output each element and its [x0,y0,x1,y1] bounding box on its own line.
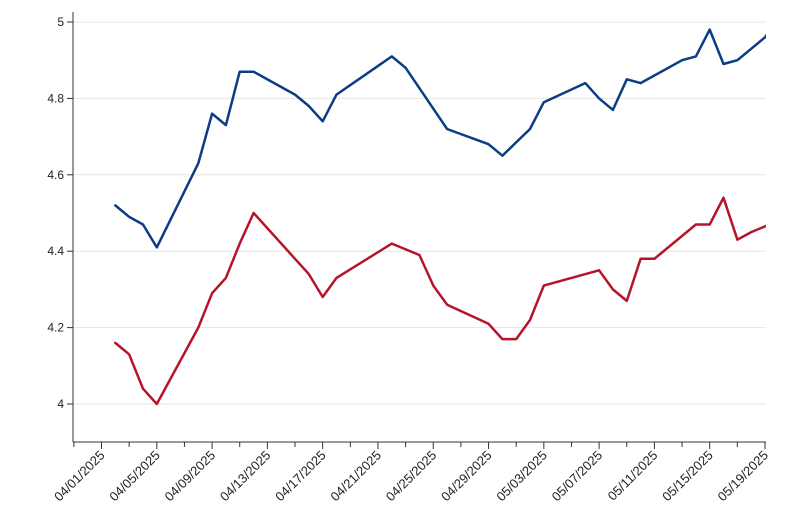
y-tick-label: 4.2 [47,321,64,335]
y-tick-label: 4.4 [47,244,64,258]
x-tick-label: 04/05/2025 [106,448,163,505]
y-tick-label: 4.8 [47,91,64,105]
x-tick-label: 04/17/2025 [272,448,329,505]
x-tick-label: 04/29/2025 [438,448,495,505]
series-line-1 [114,28,766,249]
x-tick-label: 05/19/2025 [714,448,771,505]
y-tick-label: 4.6 [47,168,64,182]
x-tick-label: 04/09/2025 [162,448,219,505]
x-tick-label: 05/11/2025 [605,448,661,504]
x-tick-label: 05/15/2025 [659,448,716,505]
x-tick-label: 04/01/2025 [51,448,108,505]
series-line-2 [114,196,766,406]
y-axis: 4 4.2 4.4 4.6 4.8 5 [47,12,74,442]
gridlines [73,21,766,405]
x-tick-label: 04/13/2025 [217,448,274,505]
x-tick-label: 04/21/2025 [327,448,384,505]
y-tick-label: 4 [57,397,64,411]
x-tick-label: 05/03/2025 [493,448,550,505]
series-lines [114,28,766,406]
y-tick-label: 5 [57,15,64,29]
x-tick-label: 04/25/2025 [383,448,440,505]
x-axis: 04/01/202504/05/202504/09/202504/13/2025… [51,441,771,505]
x-tick-label: 05/07/2025 [549,448,606,505]
